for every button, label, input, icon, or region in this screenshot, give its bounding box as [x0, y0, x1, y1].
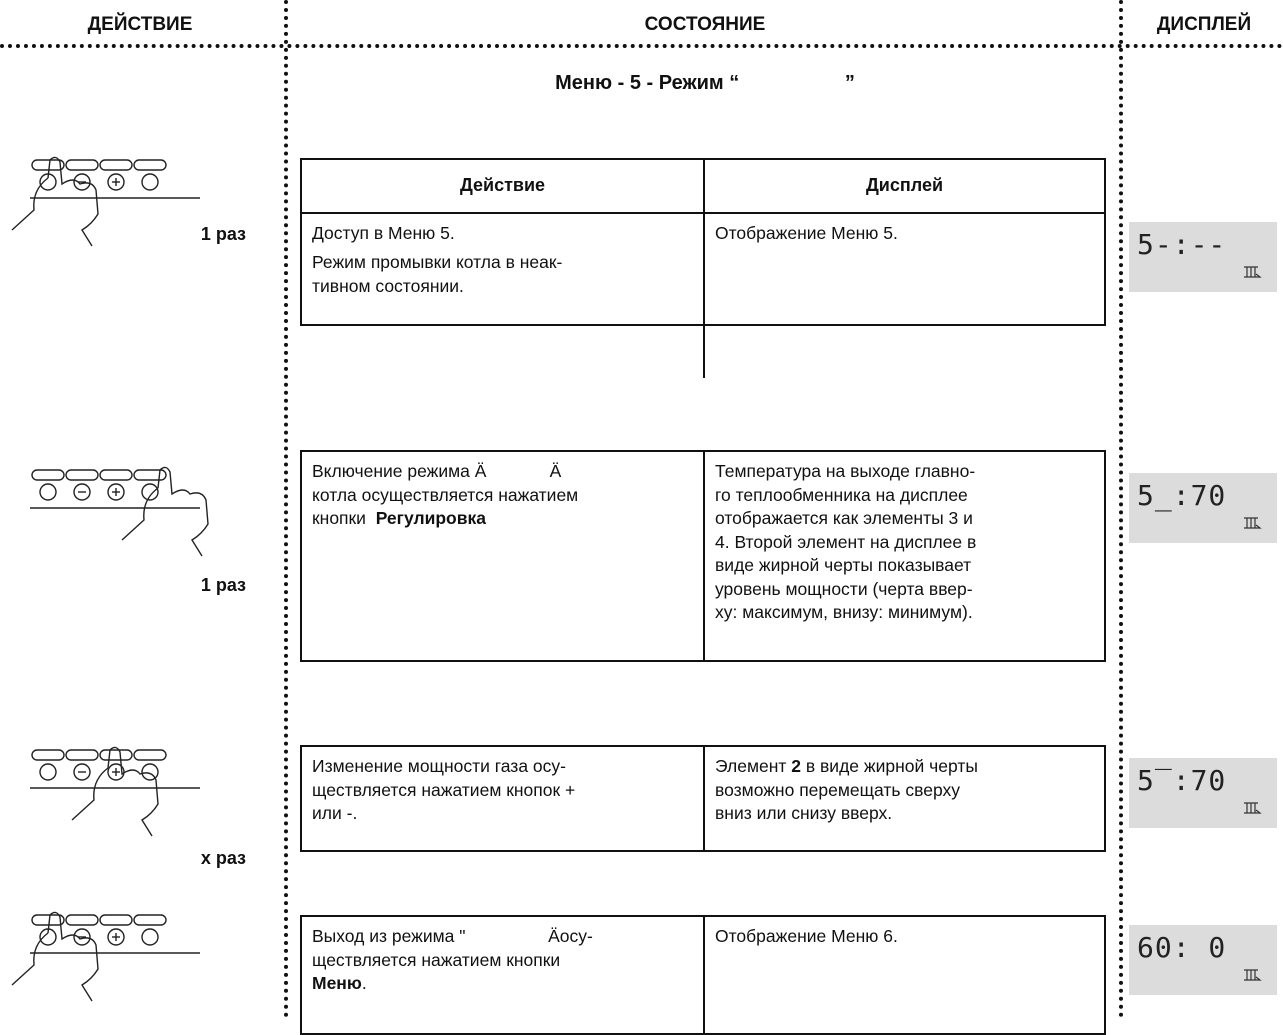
- text: Отображение Меню 5.: [715, 222, 898, 243]
- text: в виде жирной черты возможно перемещать …: [715, 756, 978, 823]
- column-header: ДИСПЛЕЙ: [1156, 14, 1252, 35]
- action-cell: Изменение мощности газа осу- ществляется…: [302, 747, 703, 850]
- table-header-cell: Действие: [302, 160, 703, 214]
- lcd-icon: [1241, 799, 1263, 822]
- lcd-icon: [1241, 966, 1263, 989]
- paragraph: Изменение мощности газа осу- ществляется…: [312, 755, 693, 826]
- step-table: Включение режима Ä Ä котла осуществляетс…: [300, 450, 1106, 662]
- press-count: 1 раз: [200, 224, 246, 244]
- lcd-text: 5‾:70: [1137, 764, 1227, 797]
- text: Включение режима Ä Ä котла осуществляетс…: [312, 461, 579, 528]
- action-cell: Включение режима Ä Ä котла осуществляетс…: [302, 452, 703, 660]
- column-header: СОСТОЯНИЕ: [644, 14, 766, 35]
- table-header-row: Действие Дисплей: [302, 160, 1104, 214]
- column-header: ДЕЙСТВИЕ: [87, 14, 193, 35]
- lcd-icon: [1241, 514, 1263, 537]
- bold-text: Регулировка: [375, 508, 486, 528]
- text: Режим промывки котла в неак- тивном сост…: [312, 252, 563, 296]
- paragraph: Отображение Меню 5.: [715, 222, 1094, 246]
- press-count: 1 раз: [200, 575, 246, 595]
- lcd-text: 60: 0: [1137, 931, 1227, 964]
- table-row: Доступ в Меню 5. Режим промывки котла в н…: [302, 213, 1104, 378]
- paragraph: Отображение Меню 6.: [715, 925, 1094, 949]
- section-title: Меню - 5 - Режим “ ”: [555, 72, 855, 94]
- table-row: Включение режима Ä Ä котла осуществляетс…: [302, 452, 1104, 660]
- text: Изменение мощности газа осу- ществляется…: [312, 756, 576, 823]
- bold-text: Меню: [312, 973, 362, 993]
- text: Отображение Меню 6.: [715, 926, 898, 946]
- paragraph: Элемент 2 в виде жирной черты возможно п…: [715, 755, 1094, 826]
- paragraph: Включение режима Ä Ä котла осуществляетс…: [312, 460, 693, 531]
- table-row: Изменение мощности газа осу- ществляется…: [302, 747, 1104, 850]
- display-cell: Отображение Меню 5.: [703, 213, 1104, 378]
- display-cell: Температура на выходе главно- го теплооб…: [703, 452, 1104, 660]
- button-panel-icon: [0, 460, 230, 575]
- lcd-display: 60: 0: [1129, 925, 1277, 995]
- header-rule: [0, 44, 1283, 48]
- table-row: Выход из режима " Äосу- ществляется нажа…: [302, 917, 1104, 1033]
- paragraph: Температура на выходе главно- го теплооб…: [715, 460, 1094, 625]
- text: Элемент: [715, 756, 792, 776]
- step-table: Выход из режима " Äосу- ществляется нажа…: [300, 915, 1106, 1035]
- button-panel-icon: [0, 905, 230, 1020]
- paragraph: Выход из режима " Äосу- ществляется нажа…: [312, 925, 693, 996]
- paragraph: Режим промывки котла в неак- тивном сост…: [312, 251, 693, 298]
- lcd-text: 5_:70: [1137, 479, 1227, 512]
- column-rule: [284, 0, 288, 1018]
- display-cell: Элемент 2 в виде жирной черты возможно п…: [703, 747, 1104, 850]
- step-table: Изменение мощности газа осу- ществляется…: [300, 745, 1106, 852]
- lcd-display: 5-:--: [1129, 222, 1277, 292]
- text: Доступ в Меню 5.: [312, 222, 455, 243]
- action-cell: Выход из режима " Äосу- ществляется нажа…: [302, 917, 703, 1033]
- press-count: x раз: [200, 848, 246, 868]
- bold-text: 2: [791, 756, 801, 776]
- paragraph: Доступ в Меню 5.: [312, 222, 693, 246]
- table-header-cell: Дисплей: [703, 160, 1104, 214]
- lcd-text: 5-:--: [1137, 228, 1227, 261]
- text: Температура на выходе главно- го теплооб…: [715, 461, 977, 622]
- text: Выход из режима " Äосу- ществляется нажа…: [312, 926, 593, 970]
- action-cell: Доступ в Меню 5. Режим промывки котла в н…: [302, 214, 703, 378]
- lcd-icon: [1241, 263, 1263, 286]
- lcd-display: 5‾:70: [1129, 758, 1277, 828]
- button-panel-icon: [0, 740, 230, 855]
- column-rule: [1119, 0, 1123, 1018]
- display-cell: Отображение Меню 6.: [703, 917, 1104, 1033]
- lcd-display: 5_:70: [1129, 473, 1277, 543]
- step-table: Действие Дисплей Доступ в Меню 5. Режим про…: [300, 158, 1106, 378]
- button-panel-icon: [0, 150, 230, 265]
- text: .: [361, 973, 367, 993]
